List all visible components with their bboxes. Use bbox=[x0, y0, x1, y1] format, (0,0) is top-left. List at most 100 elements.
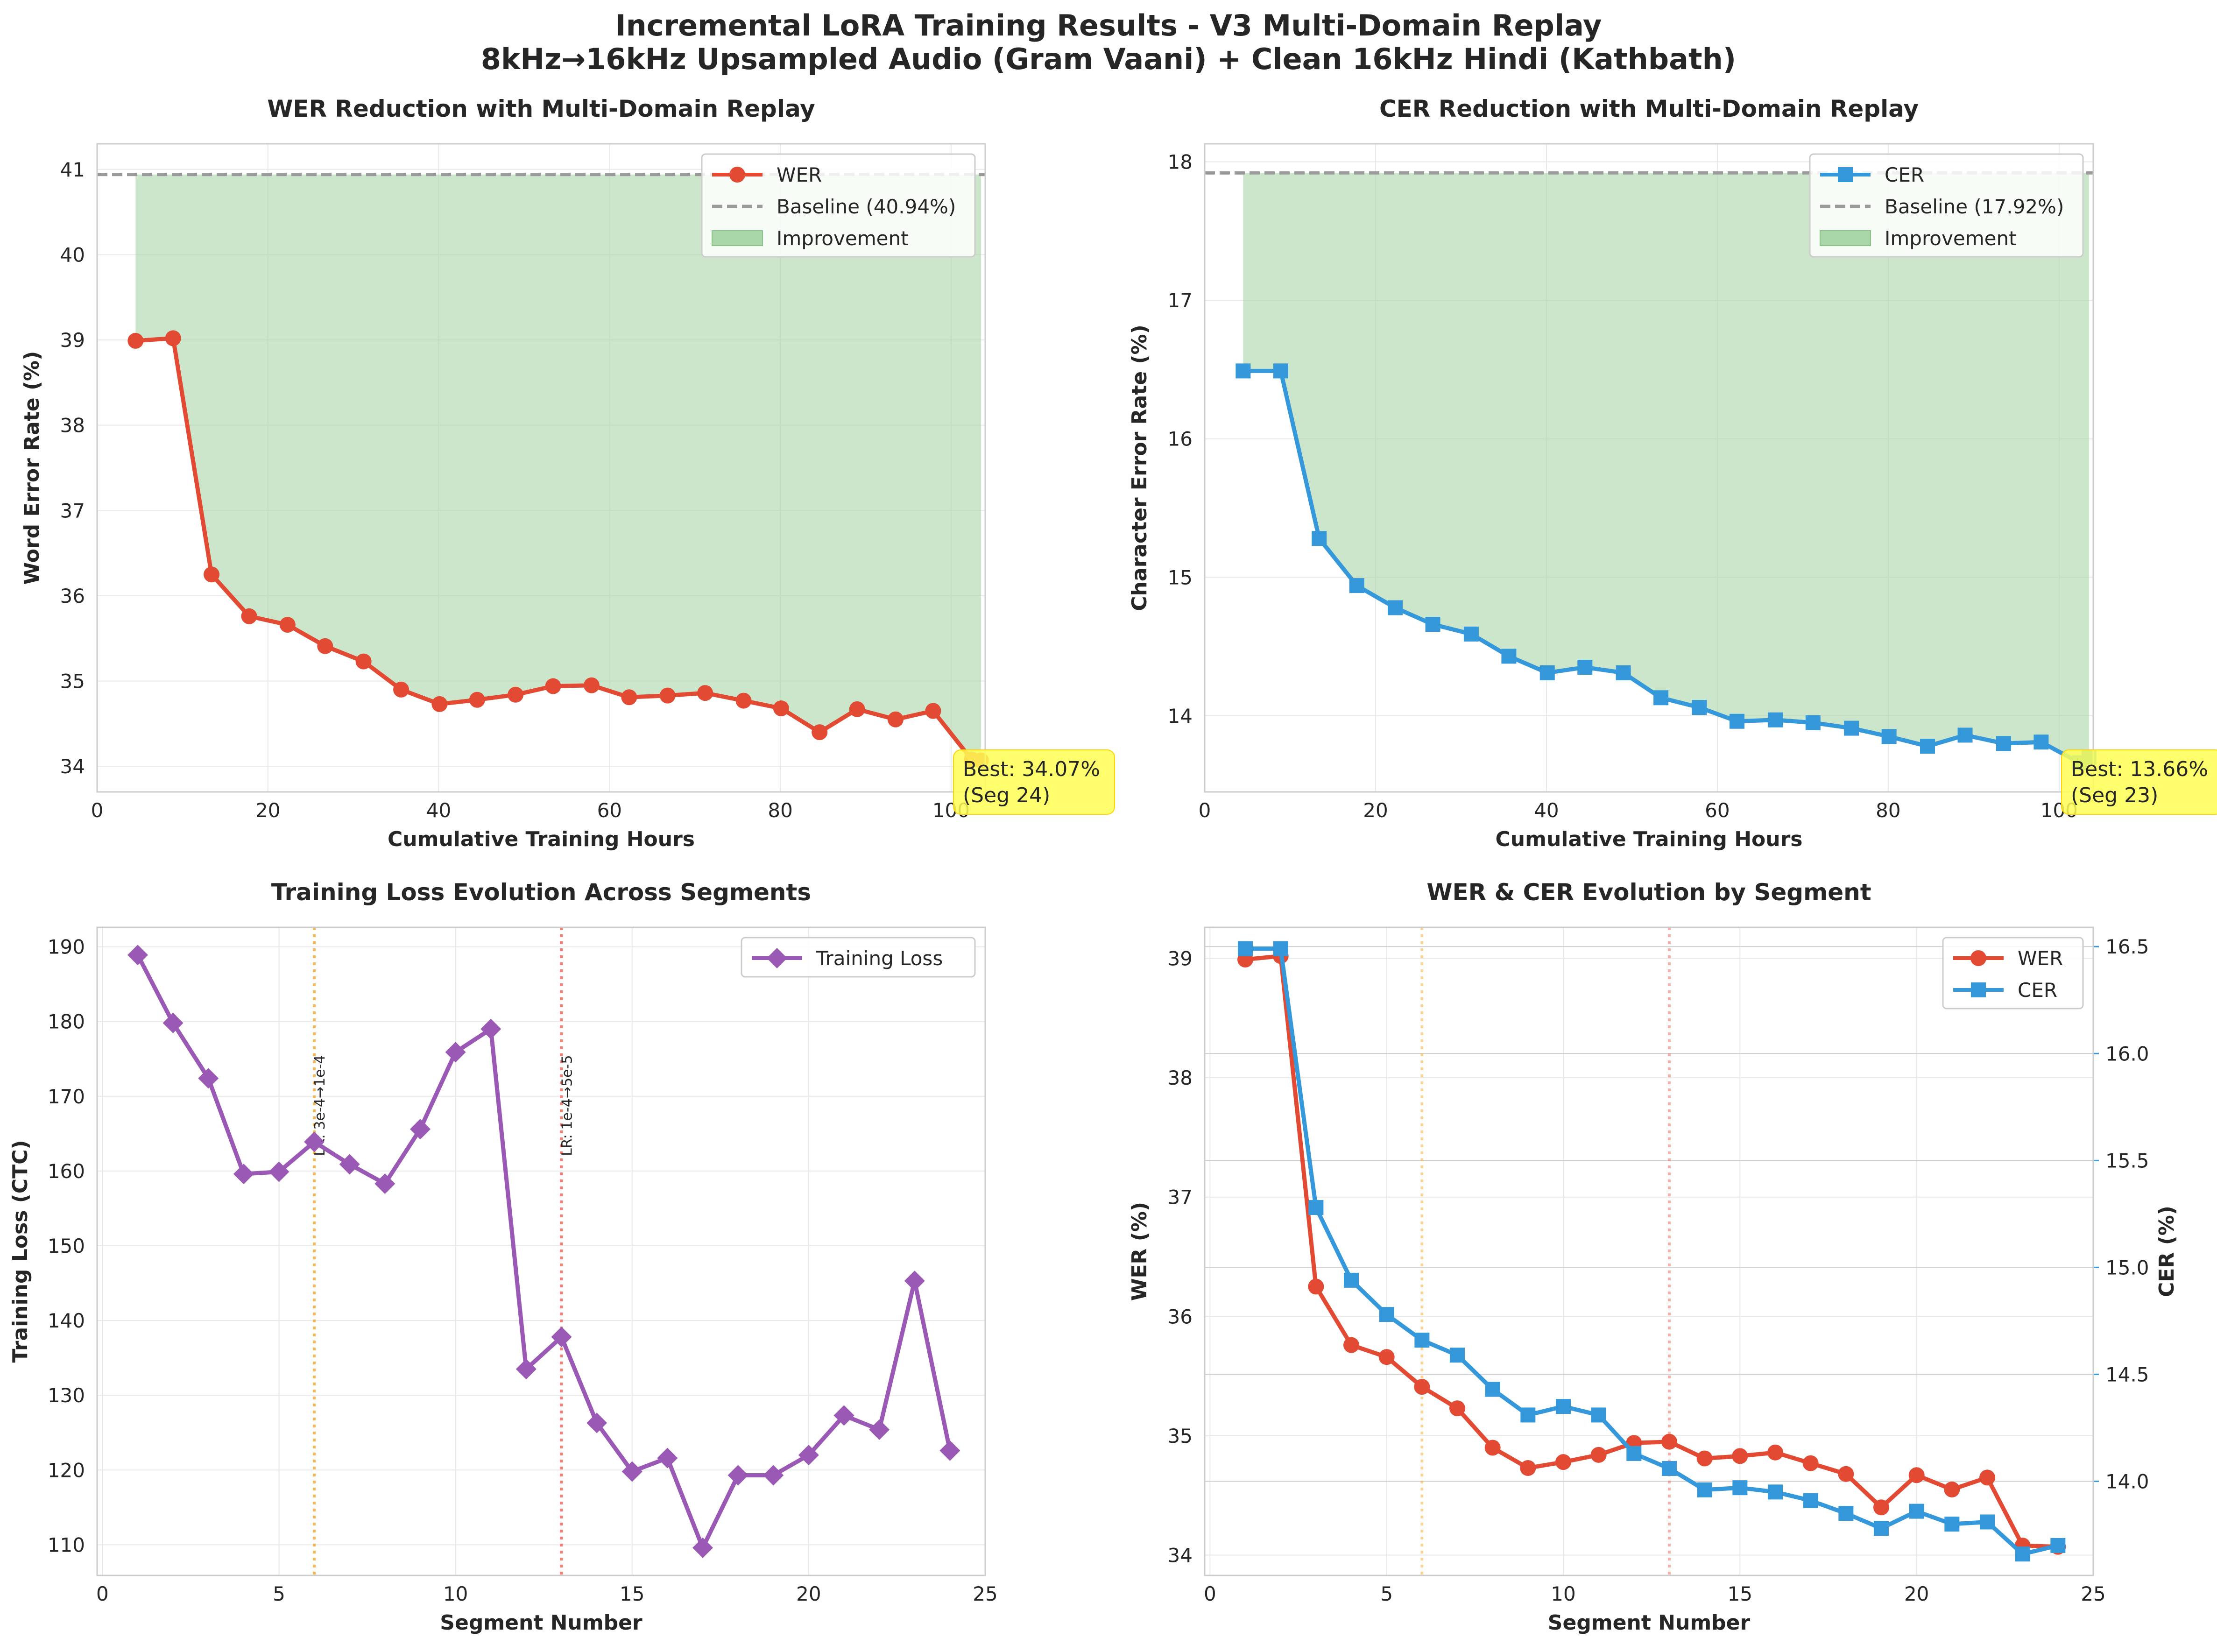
panel0-data-point bbox=[241, 608, 257, 624]
panel3-wer-point bbox=[1767, 1444, 1784, 1461]
panel3-legend-marker bbox=[1970, 950, 1986, 966]
panel0-data-point bbox=[735, 692, 752, 709]
panel2-xtick: 0 bbox=[96, 1582, 109, 1605]
panel3-cer-point bbox=[1414, 1333, 1430, 1348]
panel1-xtick: 80 bbox=[1876, 799, 1900, 822]
panel1-data-point bbox=[1957, 727, 1973, 743]
panel1-data-point bbox=[1349, 578, 1364, 593]
panel0-xlabel: Cumulative Training Hours bbox=[388, 827, 695, 851]
panel1-data-point bbox=[2033, 734, 2049, 750]
panel1-xtick: 60 bbox=[1705, 799, 1730, 822]
panel3-wer-point bbox=[1343, 1337, 1360, 1353]
panel3-wer-point bbox=[1378, 1349, 1395, 1365]
panel3-cer-point bbox=[1874, 1521, 1889, 1536]
panel0-ytick: 35 bbox=[60, 670, 85, 693]
panel3-xtick: 10 bbox=[1551, 1582, 1575, 1605]
panel3-ytick: 38 bbox=[1168, 1066, 1193, 1089]
panel2-ytick: 190 bbox=[48, 936, 85, 959]
panel1-legend-label: Improvement bbox=[1885, 227, 2017, 250]
panel3-wer-point bbox=[1838, 1466, 1854, 1482]
panel0-xtick: 80 bbox=[768, 799, 792, 822]
panel2-data-point bbox=[410, 1119, 431, 1140]
panel1-data-point bbox=[1388, 600, 1403, 615]
panel2-data-point bbox=[162, 1012, 184, 1033]
panel0-legend-label: Baseline (40.94%) bbox=[777, 195, 956, 218]
panel1-data-point bbox=[1539, 665, 1555, 680]
panel0-ytick: 39 bbox=[60, 329, 85, 352]
panel2-data-point bbox=[304, 1131, 325, 1152]
panel1-ytick: 18 bbox=[1168, 151, 1193, 174]
panel1-xtick: 40 bbox=[1534, 799, 1559, 822]
panel2-xtick: 5 bbox=[273, 1582, 285, 1605]
panel0-data-point bbox=[583, 677, 600, 693]
panel0-legend-label: WER bbox=[777, 163, 822, 186]
panel1-data-point bbox=[1996, 736, 2011, 751]
panel2-ytick: 180 bbox=[48, 1010, 85, 1033]
figure-suptitle-line1: Incremental LoRA Training Results - V3 M… bbox=[615, 8, 1602, 42]
panel1-ylabel: Character Error Rate (%) bbox=[1128, 325, 1151, 611]
panel2-ytick: 140 bbox=[48, 1309, 85, 1332]
panel3-cer-point bbox=[1838, 1506, 1854, 1521]
panel2-data-point bbox=[127, 945, 148, 966]
panel2-data-point bbox=[621, 1461, 643, 1482]
panel1-xtick: 20 bbox=[1363, 799, 1388, 822]
panel1-xlabel: Cumulative Training Hours bbox=[1496, 827, 1803, 851]
panel3-ytick-right: 14.5 bbox=[2105, 1363, 2149, 1386]
panel1-improvement-area bbox=[1243, 173, 2089, 763]
panel0-data-point bbox=[469, 692, 485, 708]
panel0-xtick: 20 bbox=[255, 799, 280, 822]
panel0-best-annotation-line2: (Seg 24) bbox=[963, 784, 1050, 807]
panel0-data-point bbox=[165, 330, 181, 346]
panel3-wer-point bbox=[1979, 1469, 1996, 1486]
panel1-xtick: 0 bbox=[1199, 799, 1211, 822]
panel0-data-point bbox=[127, 332, 144, 349]
panel3-cer-point bbox=[1697, 1482, 1712, 1497]
panel1-ytick: 17 bbox=[1168, 289, 1193, 312]
panel3-cer-point bbox=[1450, 1348, 1465, 1363]
panel3-title: WER & CER Evolution by Segment bbox=[1426, 879, 1871, 906]
panel1-data-point bbox=[1768, 712, 1783, 727]
panel1-ytick: 15 bbox=[1168, 566, 1193, 589]
panel3-ytick-right: 16.0 bbox=[2105, 1042, 2149, 1065]
panel1-data-point bbox=[1616, 665, 1631, 680]
panel2-xtick: 10 bbox=[443, 1582, 468, 1605]
panel0-xtick: 60 bbox=[597, 799, 622, 822]
panel3-wer-point bbox=[1449, 1400, 1466, 1417]
panel3-xtick: 15 bbox=[1728, 1582, 1752, 1605]
panel0-ytick: 40 bbox=[60, 243, 85, 266]
panel3-wer-point bbox=[1308, 1278, 1324, 1295]
panel2-ytick: 110 bbox=[48, 1533, 85, 1556]
panel3-wer-point bbox=[1944, 1481, 1960, 1497]
panel0-xtick: 0 bbox=[91, 799, 104, 822]
panel0-data-point bbox=[925, 703, 941, 719]
panel1-legend-label: Baseline (17.92%) bbox=[1885, 195, 2064, 218]
panel0-best-annotation-line1: Best: 34.07% bbox=[963, 757, 1100, 781]
panel0-data-point bbox=[393, 681, 410, 698]
panel0-improvement-area bbox=[135, 174, 981, 761]
panel2-legend-label: Training Loss bbox=[816, 947, 943, 970]
panel1-best-annotation-line1: Best: 13.66% bbox=[2071, 757, 2208, 781]
panel0-best-annotation-box bbox=[953, 749, 1115, 815]
panel3-xlabel: Segment Number bbox=[1548, 1611, 1751, 1635]
panel3-cer-point bbox=[1591, 1407, 1606, 1423]
panel3-cer-point bbox=[1238, 941, 1253, 956]
panel1-data-point bbox=[1236, 363, 1251, 379]
panel3-cer-point bbox=[1520, 1407, 1536, 1423]
panel0-legend-marker bbox=[729, 167, 745, 183]
panel0-data-point bbox=[812, 724, 828, 741]
panel2-data-point bbox=[904, 1271, 925, 1292]
panel0-ytick: 36 bbox=[60, 585, 85, 607]
panel0-legend-fill bbox=[712, 230, 763, 246]
panel2-frame bbox=[96, 926, 986, 1576]
panel2-data-point bbox=[833, 1405, 854, 1426]
panel3-ytick-right: 16.5 bbox=[2105, 935, 2149, 958]
panel3-cer-point bbox=[2015, 1546, 2030, 1562]
panel1-data-point bbox=[1501, 649, 1517, 664]
panel0-data-point bbox=[545, 678, 561, 694]
panel0-ylabel: Word Error Rate (%) bbox=[20, 351, 44, 585]
panel3-wer-point bbox=[1555, 1454, 1572, 1470]
panel2-ytick: 120 bbox=[48, 1459, 85, 1482]
panel2-lr-change-label: LR: 1e-4→5e-5 bbox=[559, 1055, 575, 1156]
panel2-data-point bbox=[869, 1419, 890, 1440]
